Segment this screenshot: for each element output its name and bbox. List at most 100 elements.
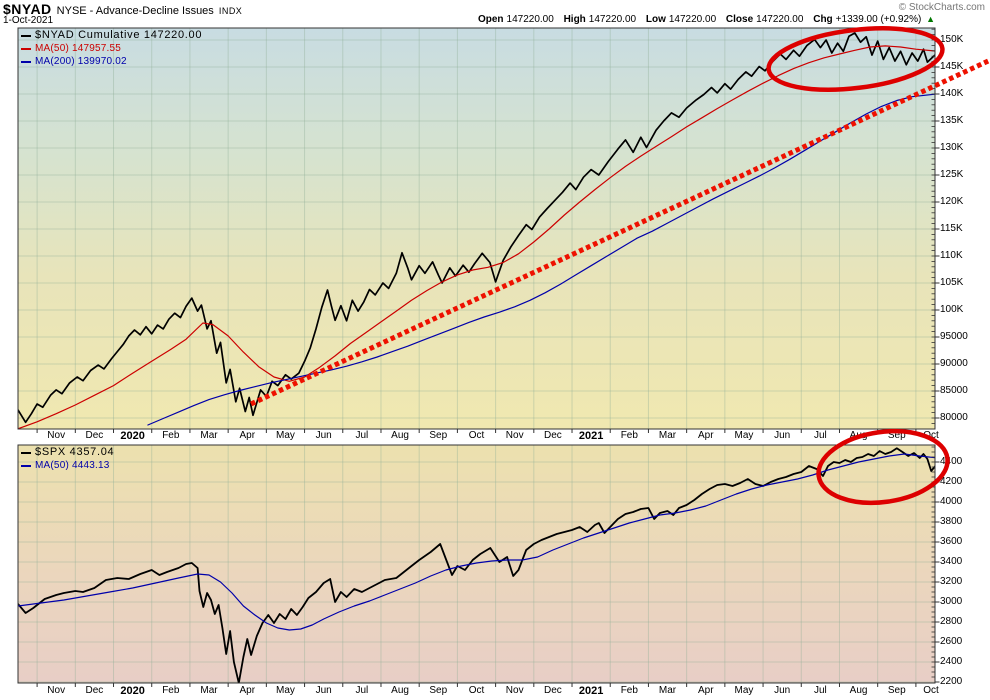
y-axis-label: 3800	[940, 516, 963, 527]
x-axis-label: 2021	[578, 430, 604, 442]
y-axis-label: 125K	[940, 169, 964, 180]
y-axis-label: 4000	[940, 496, 963, 507]
x-axis-label: Jul	[355, 685, 369, 696]
y-axis-label: 3200	[940, 576, 963, 587]
x-axis-label: 2020	[120, 430, 145, 442]
x-axis-label: May	[276, 430, 295, 441]
y-axis-label: 120K	[940, 196, 964, 207]
open-value: 147220.00	[506, 14, 554, 25]
line-swatch-icon	[21, 60, 31, 63]
x-axis-label: Mar	[658, 430, 677, 441]
spx-series--spx	[18, 447, 935, 683]
x-axis-label: Aug	[849, 685, 868, 696]
x-axis-label: Aug	[391, 685, 409, 696]
up-arrow-icon: ▲	[926, 14, 935, 24]
x-axis-label: Jun	[774, 430, 791, 441]
x-axis-label: May	[276, 685, 295, 696]
y-axis-label: 110K	[940, 250, 963, 261]
x-axis-label: Aug	[391, 430, 409, 441]
legend-item-ma200: MA(200) 139970.02	[21, 55, 202, 68]
legend-label: $NYAD Cumulative 147220.00	[35, 29, 203, 41]
x-axis-label: Dec	[85, 430, 104, 441]
line-swatch-icon	[21, 451, 31, 454]
x-axis-label: Apr	[697, 685, 714, 696]
x-axis-label: Jul	[813, 430, 827, 441]
x-axis-label: Jun	[315, 430, 332, 441]
y-axis-label: 85000	[940, 385, 968, 396]
y-axis-label: 3600	[940, 536, 963, 547]
x-axis-label: May	[734, 430, 754, 441]
y-axis-label: 140K	[940, 88, 964, 99]
x-axis-label: Jul	[355, 430, 369, 441]
high-label: High	[563, 14, 586, 25]
x-axis-label: Jun	[774, 685, 791, 696]
x-axis-label: 2021	[578, 685, 604, 697]
y-axis-label: 145K	[940, 61, 964, 72]
x-axis-label: Mar	[658, 685, 677, 696]
line-swatch-icon	[21, 34, 31, 37]
y-axis-label: 130K	[940, 142, 964, 153]
x-axis-label: Apr	[239, 685, 256, 696]
security-type-tag: INDX	[218, 6, 243, 16]
line-swatch-icon	[21, 47, 31, 50]
x-axis-label: Nov	[505, 685, 524, 696]
y-axis-label: 3000	[940, 596, 963, 607]
x-axis-label: Feb	[162, 430, 180, 441]
high-value: 147220.00	[588, 14, 637, 25]
legend-item-ma50: MA(50) 147957.55	[21, 42, 202, 55]
x-axis-label: Feb	[620, 685, 638, 696]
chart-date: 1-Oct-2021	[3, 15, 54, 26]
x-axis-label: Mar	[200, 430, 218, 441]
y-axis-label: 4400	[940, 456, 963, 467]
y-axis-label: 95000	[940, 331, 968, 342]
y-axis-label: 150K	[940, 34, 964, 45]
y-axis-label: 2600	[940, 636, 963, 647]
y-axis-label: 135K	[940, 115, 964, 126]
legend-label: MA(50) 4443.13	[35, 460, 110, 471]
x-axis-label: Apr	[697, 430, 714, 441]
x-axis-label: Sep	[429, 685, 448, 696]
x-axis-label: Apr	[239, 430, 256, 441]
open-label: Open	[477, 14, 504, 25]
y-axis-label: 105K	[940, 277, 964, 288]
legend-item-nyad: $NYAD Cumulative 147220.00	[21, 29, 202, 42]
x-axis-label: Feb	[162, 685, 180, 696]
x-axis-label: May	[734, 685, 754, 696]
close-label: Close	[725, 14, 754, 25]
legend-label: MA(50) 147957.55	[35, 43, 122, 54]
x-axis-label: Feb	[620, 430, 638, 441]
line-swatch-icon	[21, 464, 31, 467]
x-axis-label: Dec	[85, 685, 104, 696]
chg-label: Chg	[813, 14, 833, 25]
spx-panel-background	[18, 445, 935, 683]
y-axis-label: 2400	[940, 656, 963, 667]
x-axis-label: Mar	[200, 685, 218, 696]
symbol-label: $NYAD	[3, 1, 52, 17]
x-axis-label: Jul	[813, 685, 827, 696]
low-value: 147220.00	[668, 14, 717, 25]
x-axis-label: 2020	[120, 685, 145, 697]
low-label: Low	[645, 14, 666, 25]
copyright-label: © StockCharts.com	[898, 2, 985, 13]
spx-series-ma-50-	[18, 453, 935, 631]
x-axis-label: Nov	[47, 430, 66, 441]
x-axis-label: Aug	[849, 430, 868, 441]
legend-item-spx-ma50: MA(50) 4443.13	[21, 459, 114, 472]
y-axis-label: 100K	[940, 304, 964, 315]
x-axis-label: Nov	[505, 430, 524, 441]
y-axis-label: 115K	[940, 223, 963, 234]
security-name: NYSE - Advance-Decline Issues	[56, 5, 214, 17]
nyad-legend: $NYAD Cumulative 147220.00 MA(50) 147957…	[21, 29, 202, 68]
spx-legend: $SPX 4357.04 MA(50) 4443.13	[21, 446, 114, 472]
chart-header: $NYAD NYSE - Advance-Decline Issues INDX	[3, 1, 243, 17]
y-axis-label: 3400	[940, 556, 963, 567]
y-axis-label: 90000	[940, 358, 968, 369]
x-axis-label: Oct	[468, 430, 485, 441]
close-value: 147220.00	[756, 14, 804, 25]
x-axis-label: Dec	[544, 685, 562, 696]
y-axis-label: 2800	[940, 616, 963, 627]
x-axis-label: Sep	[429, 430, 448, 441]
y-axis-label: 80000	[940, 412, 968, 423]
